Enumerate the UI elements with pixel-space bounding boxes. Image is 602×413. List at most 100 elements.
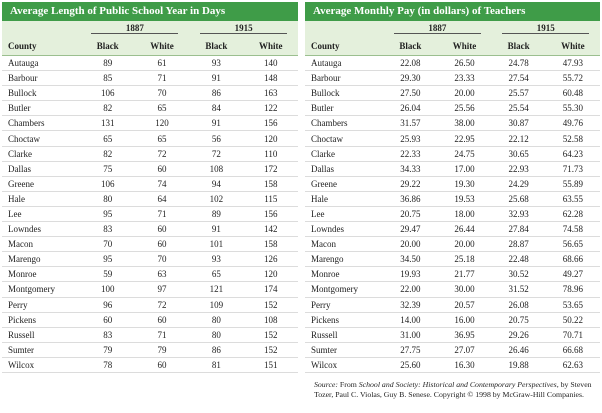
value-cell: 30.87	[491, 115, 546, 132]
value-cell: 27.75	[383, 342, 438, 358]
value-cell: 82	[80, 100, 135, 117]
data-row: Marengo 34.50 25.18 22.48 68.66	[305, 251, 600, 268]
year-row: 1887 1915	[305, 21, 600, 36]
value-cell: 152	[243, 327, 298, 343]
value-cell: 25.54	[491, 100, 546, 117]
value-cell: 72	[189, 146, 244, 162]
data-row: Montgomery 100 97 121 174	[2, 281, 298, 298]
value-cell: 27.50	[383, 85, 438, 102]
value-cell: 49.76	[545, 115, 600, 132]
value-cell: 95	[80, 251, 135, 268]
value-cell: 80	[189, 327, 244, 343]
value-cell: 109	[189, 297, 244, 313]
year-cell: 1915	[491, 21, 600, 36]
data-row: Bullock 106 70 86 163	[2, 85, 298, 102]
header-row: County Black White Black White	[2, 36, 298, 56]
value-cell: 91	[189, 70, 244, 87]
value-cell: 16.00	[437, 312, 492, 328]
blank-cell	[2, 21, 81, 36]
value-cell: 122	[243, 100, 298, 117]
county-cell: Russell	[2, 327, 81, 343]
year-cell: 1887	[80, 21, 190, 36]
county-cell: Macon	[305, 236, 384, 253]
county-cell: Pickens	[305, 312, 384, 328]
value-cell: 70	[134, 251, 190, 268]
column-header: White	[545, 36, 600, 56]
value-cell: 80	[80, 191, 135, 207]
value-cell: 71	[134, 206, 190, 223]
value-cell: 172	[243, 161, 298, 177]
value-cell: 22.00	[383, 281, 438, 298]
value-cell: 94	[189, 176, 244, 192]
value-cell: 93	[189, 251, 244, 268]
data-row: Wilcox 78 60 81 151	[2, 357, 298, 373]
year-cell: 1915	[189, 21, 298, 36]
value-cell: 34.50	[383, 251, 438, 268]
data-row: Lee 20.75 18.00 32.93 62.28	[305, 206, 600, 223]
value-cell: 156	[243, 115, 298, 132]
data-row: Hale 80 64 102 115	[2, 191, 298, 207]
value-cell: 93	[189, 55, 244, 72]
value-cell: 20.00	[437, 236, 492, 253]
value-cell: 29.22	[383, 176, 438, 192]
data-row: Clarke 22.33 24.75 30.65 64.23	[305, 146, 600, 162]
value-cell: 20.00	[437, 85, 492, 102]
column-header: Black	[383, 36, 438, 56]
value-cell: 148	[243, 70, 298, 87]
value-cell: 17.00	[437, 161, 492, 177]
county-cell: Hale	[305, 191, 384, 207]
value-cell: 31.52	[491, 281, 546, 298]
value-cell: 65	[189, 266, 244, 283]
data-row: Greene 106 74 94 158	[2, 176, 298, 192]
value-cell: 84	[189, 100, 244, 117]
county-cell: Hale	[2, 191, 81, 207]
data-row: Choctaw 25.93 22.95 22.12 52.58	[305, 130, 600, 147]
data-row: Lowndes 29.47 26.44 27.84 74.58	[305, 221, 600, 238]
value-cell: 20.75	[383, 206, 438, 223]
value-cell: 152	[243, 342, 298, 358]
county-cell: Butler	[305, 100, 384, 117]
value-cell: 26.44	[437, 221, 492, 238]
value-cell: 60	[134, 236, 190, 253]
value-cell: 25.93	[383, 130, 438, 147]
county-cell: Lowndes	[305, 221, 384, 238]
data-row: Clarke 82 72 72 110	[2, 146, 298, 162]
value-cell: 61	[134, 55, 190, 72]
source-book: School and Society: Historical and Conte…	[358, 380, 557, 389]
county-cell: Greene	[305, 176, 384, 192]
county-cell: Wilcox	[2, 357, 81, 373]
data-row: Monroe 19.93 21.77 30.52 49.27	[305, 266, 600, 283]
value-cell: 120	[243, 130, 298, 147]
value-cell: 106	[80, 176, 135, 192]
data-row: Marengo 95 70 93 126	[2, 251, 298, 268]
value-cell: 174	[243, 281, 298, 298]
county-cell: Barbour	[305, 70, 384, 87]
value-cell: 26.04	[383, 100, 438, 117]
county-cell: Chambers	[2, 115, 81, 132]
value-cell: 158	[243, 236, 298, 253]
value-cell: 142	[243, 221, 298, 238]
value-cell: 108	[243, 312, 298, 328]
county-cell: Barbour	[2, 70, 81, 87]
value-cell: 120	[243, 266, 298, 283]
teacher-pay-table: Average Monthly Pay (in dollars) of Teac…	[305, 2, 600, 373]
value-cell: 22.48	[491, 251, 546, 268]
data-row: Montgomery 22.00 30.00 31.52 78.96	[305, 281, 600, 298]
data-row: Macon 70 60 101 158	[2, 236, 298, 253]
value-cell: 26.46	[491, 342, 546, 358]
column-header: White	[134, 36, 190, 56]
county-cell: Russell	[305, 327, 384, 343]
value-cell: 65	[134, 100, 190, 117]
county-cell: Perry	[2, 297, 81, 313]
value-cell: 79	[134, 342, 190, 358]
data-row: Pickens 60 60 80 108	[2, 312, 298, 328]
value-cell: 36.86	[383, 191, 438, 207]
value-cell: 47.93	[545, 55, 600, 72]
data-row: Russell 31.00 36.95 29.26 70.71	[305, 327, 600, 343]
value-cell: 27.07	[437, 342, 492, 358]
value-cell: 74.58	[545, 221, 600, 238]
value-cell: 72	[134, 297, 190, 313]
value-cell: 63.55	[545, 191, 600, 207]
value-cell: 83	[80, 327, 135, 343]
data-row: Chambers 131 120 91 156	[2, 115, 298, 132]
